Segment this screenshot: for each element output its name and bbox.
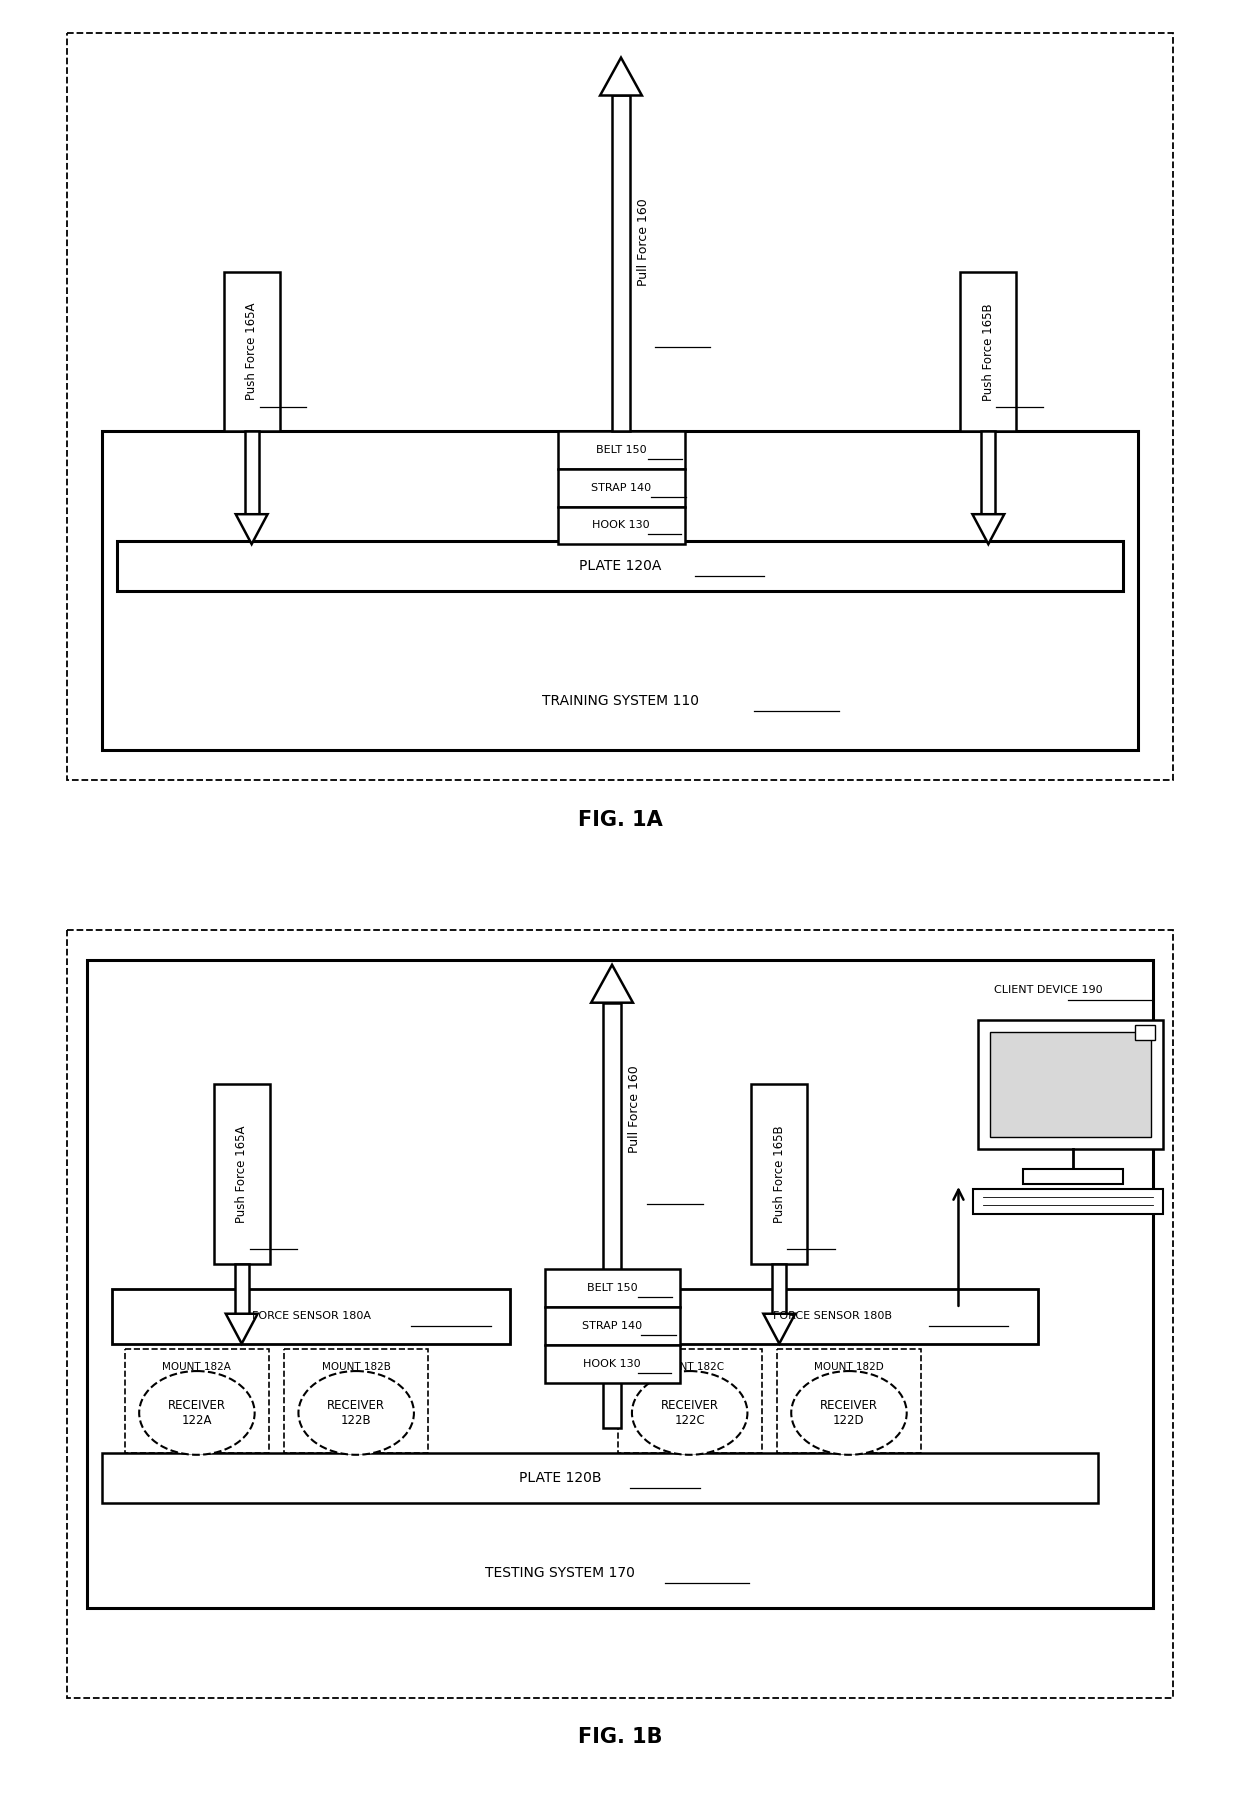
Text: MOUNT 182A: MOUNT 182A: [162, 1361, 232, 1372]
Polygon shape: [1023, 1169, 1122, 1184]
Text: Pull Force 160: Pull Force 160: [627, 1066, 641, 1153]
Polygon shape: [223, 271, 279, 432]
Text: BELT 150: BELT 150: [587, 1283, 637, 1292]
Polygon shape: [764, 1314, 795, 1344]
Polygon shape: [236, 515, 268, 544]
Text: FIG. 1B: FIG. 1B: [578, 1727, 662, 1747]
Ellipse shape: [299, 1372, 414, 1455]
Polygon shape: [546, 1344, 680, 1382]
Ellipse shape: [632, 1372, 748, 1455]
Ellipse shape: [791, 1372, 906, 1455]
Polygon shape: [103, 1453, 1097, 1503]
Text: PLATE 120B: PLATE 120B: [520, 1471, 601, 1485]
Polygon shape: [973, 1189, 1163, 1214]
Polygon shape: [613, 96, 630, 432]
Text: MOUNT 182C: MOUNT 182C: [655, 1361, 724, 1372]
Text: HOOK 130: HOOK 130: [583, 1359, 641, 1368]
Polygon shape: [87, 960, 1153, 1608]
Polygon shape: [1135, 1025, 1154, 1039]
Polygon shape: [558, 432, 684, 470]
Polygon shape: [226, 1314, 258, 1344]
Polygon shape: [213, 1084, 269, 1263]
Text: MOUNT 182D: MOUNT 182D: [815, 1361, 884, 1372]
Polygon shape: [234, 1263, 249, 1314]
Polygon shape: [600, 58, 642, 96]
Polygon shape: [961, 271, 1017, 432]
Polygon shape: [244, 432, 259, 515]
Text: RECEIVER
122C: RECEIVER 122C: [661, 1399, 719, 1428]
Text: BELT 150: BELT 150: [595, 445, 646, 455]
Text: Push Force 165A: Push Force 165A: [236, 1126, 248, 1223]
Text: HOOK 130: HOOK 130: [593, 520, 650, 529]
Polygon shape: [603, 1003, 621, 1428]
Text: PLATE 120A: PLATE 120A: [579, 558, 661, 573]
Polygon shape: [113, 1288, 511, 1344]
Polygon shape: [991, 1032, 1151, 1137]
Polygon shape: [972, 515, 1004, 544]
Text: Push Force 165B: Push Force 165B: [773, 1126, 786, 1223]
Polygon shape: [751, 1084, 807, 1263]
Text: TESTING SYSTEM 170: TESTING SYSTEM 170: [485, 1567, 635, 1579]
Text: RECEIVER
122B: RECEIVER 122B: [327, 1399, 386, 1428]
Polygon shape: [103, 432, 1137, 750]
Polygon shape: [591, 965, 632, 1003]
Text: Push Force 165B: Push Force 165B: [982, 304, 994, 401]
Ellipse shape: [139, 1372, 254, 1455]
Polygon shape: [546, 1269, 680, 1306]
Polygon shape: [981, 432, 996, 515]
Polygon shape: [558, 470, 684, 508]
Polygon shape: [978, 1019, 1163, 1149]
Text: STRAP 140: STRAP 140: [582, 1321, 642, 1330]
Text: MOUNT 182B: MOUNT 182B: [321, 1361, 391, 1372]
Polygon shape: [773, 1263, 786, 1314]
Polygon shape: [118, 540, 1122, 591]
Text: RECEIVER
122D: RECEIVER 122D: [820, 1399, 878, 1428]
Text: FORCE SENSOR 180A: FORCE SENSOR 180A: [252, 1310, 371, 1321]
Text: RECEIVER
122A: RECEIVER 122A: [167, 1399, 226, 1428]
Polygon shape: [558, 508, 684, 544]
Text: TRAINING SYSTEM 110: TRAINING SYSTEM 110: [542, 694, 698, 708]
Text: FORCE SENSOR 180B: FORCE SENSOR 180B: [773, 1310, 892, 1321]
Polygon shape: [546, 1306, 680, 1344]
Polygon shape: [625, 1288, 1038, 1344]
Text: FIG. 1A: FIG. 1A: [578, 810, 662, 829]
Text: Pull Force 160: Pull Force 160: [637, 199, 650, 286]
Text: Push Force 165A: Push Force 165A: [246, 304, 258, 401]
Text: STRAP 140: STRAP 140: [591, 482, 651, 493]
Text: CLIENT DEVICE 190: CLIENT DEVICE 190: [993, 985, 1102, 994]
